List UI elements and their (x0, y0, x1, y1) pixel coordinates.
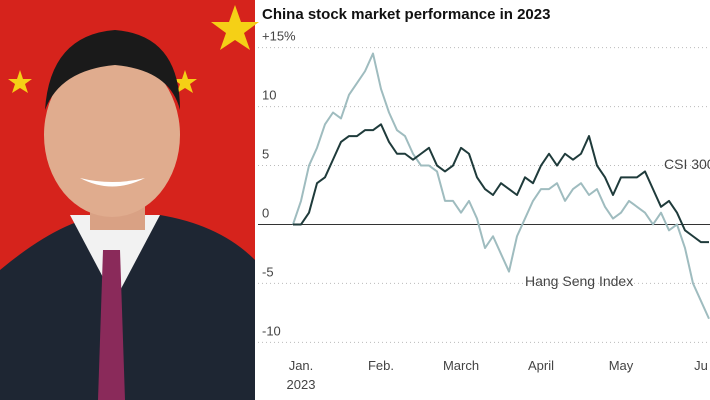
series-label: Hang Seng Index (525, 273, 633, 289)
x-year-label: 2023 (287, 377, 316, 392)
y-tick-label: -10 (262, 323, 281, 338)
x-tick-label: April (528, 358, 554, 373)
series-label: CSI 300 (664, 156, 710, 172)
y-tick-label: 10 (262, 88, 276, 103)
y-tick-label: 5 (262, 147, 269, 162)
y-tick-label: +15% (262, 29, 296, 44)
x-tick-label: May (609, 358, 634, 373)
y-tick-label: 0 (262, 205, 269, 220)
chart-title: China stock market performance in 2023 (262, 6, 550, 23)
x-tick-label: March (443, 358, 479, 373)
series-line (293, 123, 709, 244)
photo (0, 0, 259, 400)
x-tick-label: Feb. (368, 358, 394, 373)
x-tick-label: Jan. (289, 358, 314, 373)
y-tick-label: -5 (262, 264, 274, 279)
series-line (292, 52, 710, 320)
x-tick-label: Ju (694, 358, 708, 373)
chart: +15% 10 5 0 -5 -10 Jan. 2023 Feb. March April May Ju… (258, 29, 710, 392)
